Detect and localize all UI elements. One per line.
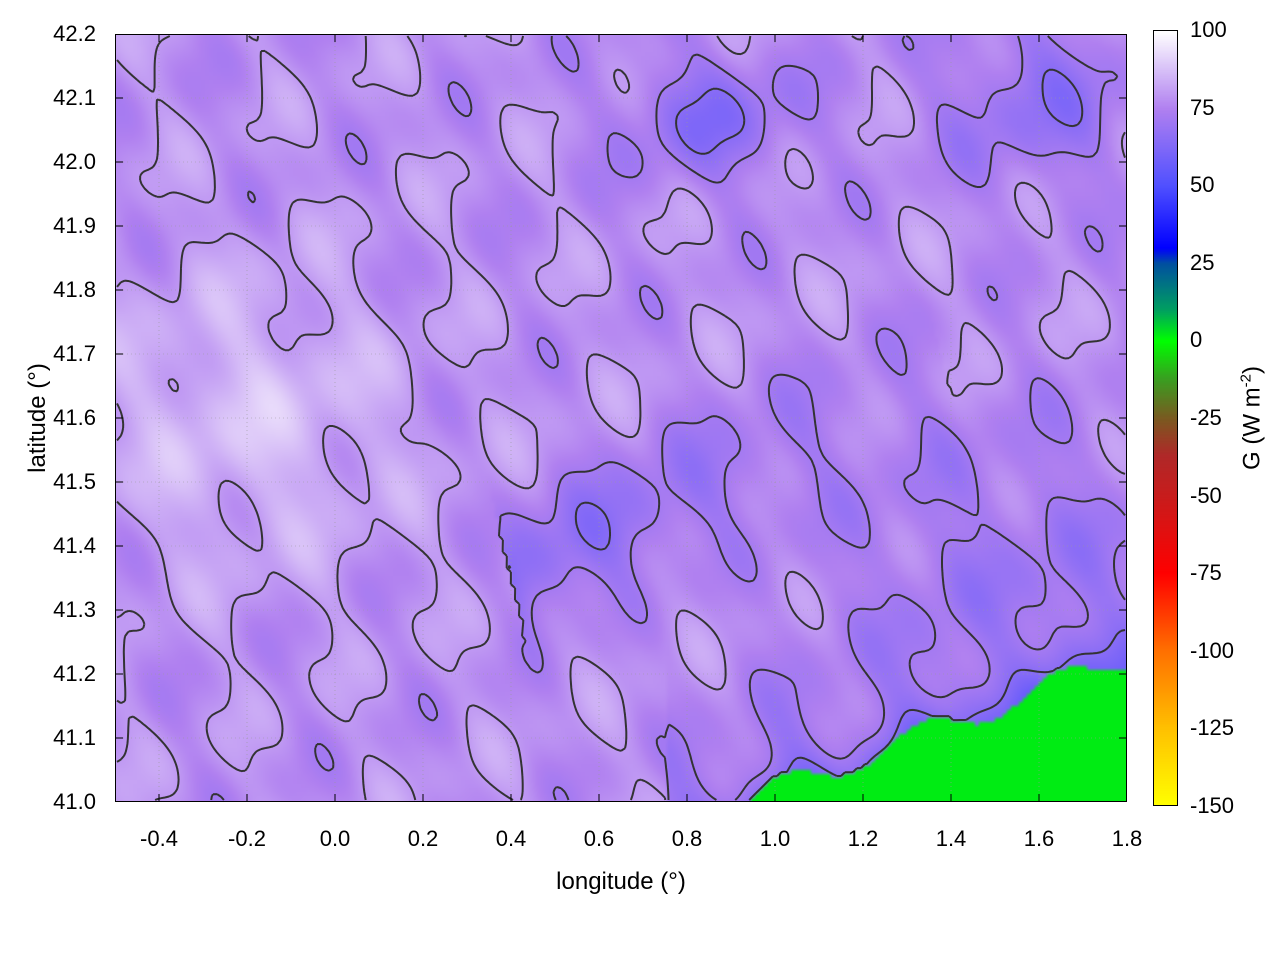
y-tick-label: 41.9 — [53, 213, 96, 238]
colorbar-tick-label: -25 — [1190, 405, 1222, 430]
y-tick-label: 42.0 — [53, 149, 96, 174]
contour-line — [116, 35, 1126, 801]
y-tick-label: 41.1 — [53, 725, 96, 750]
x-tick-label: 1.8 — [1111, 826, 1143, 851]
colorbar-tick-label: -100 — [1190, 637, 1235, 663]
y-tick-label: 41.5 — [53, 469, 96, 494]
colorbar — [1153, 30, 1178, 806]
colorbar-label: G (W m-2) — [1237, 366, 1266, 470]
colorbar-tick-label: 25 — [1190, 249, 1215, 275]
x-tick-label: 1.6 — [1023, 826, 1055, 851]
contour-line — [507, 68, 1126, 801]
y-tick-label: 41.8 — [53, 277, 96, 302]
contour-and-grid-layer — [115, 34, 1127, 802]
x-tick-label: 1.2 — [847, 826, 879, 851]
colorbar-tick-label: 0 — [1190, 327, 1203, 353]
y-tick-label: 41.2 — [53, 661, 96, 686]
x-tick-label: 0.4 — [495, 826, 527, 851]
x-tick-label: -0.2 — [228, 826, 266, 851]
x-tick-label: 0.8 — [671, 826, 703, 851]
y-tick-label: 41.7 — [53, 341, 96, 366]
colorbar-tick-label: -75 — [1190, 560, 1222, 586]
y-tick-label: 42.2 — [53, 21, 96, 46]
colorbar-tick-label: 100 — [1190, 17, 1227, 42]
y-tick-label: 42.1 — [53, 85, 96, 110]
colorbar-tick-label: -150 — [1190, 793, 1235, 818]
x-tick-label: 0.6 — [583, 826, 615, 851]
x-tick-label: 1.0 — [759, 826, 791, 851]
y-tick-label: 41.6 — [53, 405, 96, 430]
y-axis-label: latitude (°) — [24, 363, 51, 473]
contour-line — [210, 35, 1126, 801]
y-tick-label: 41.4 — [53, 533, 96, 558]
colorbar-tick-label: 50 — [1190, 172, 1215, 198]
x-tick-label: 0.0 — [319, 826, 351, 851]
x-tick-label: -0.4 — [140, 826, 178, 851]
colorbar-tick-label: -50 — [1190, 482, 1222, 508]
x-tick-label: 1.4 — [935, 826, 967, 851]
colorbar-tick-label: -125 — [1190, 715, 1235, 741]
y-tick-label: 41.3 — [53, 597, 96, 622]
plot-area — [115, 34, 1127, 802]
colorbar-tick-label: 75 — [1190, 94, 1215, 120]
x-axis-label: longitude (°) — [556, 868, 686, 895]
y-tick-label: 41.0 — [53, 789, 96, 814]
x-tick-label: 0.2 — [407, 826, 439, 851]
